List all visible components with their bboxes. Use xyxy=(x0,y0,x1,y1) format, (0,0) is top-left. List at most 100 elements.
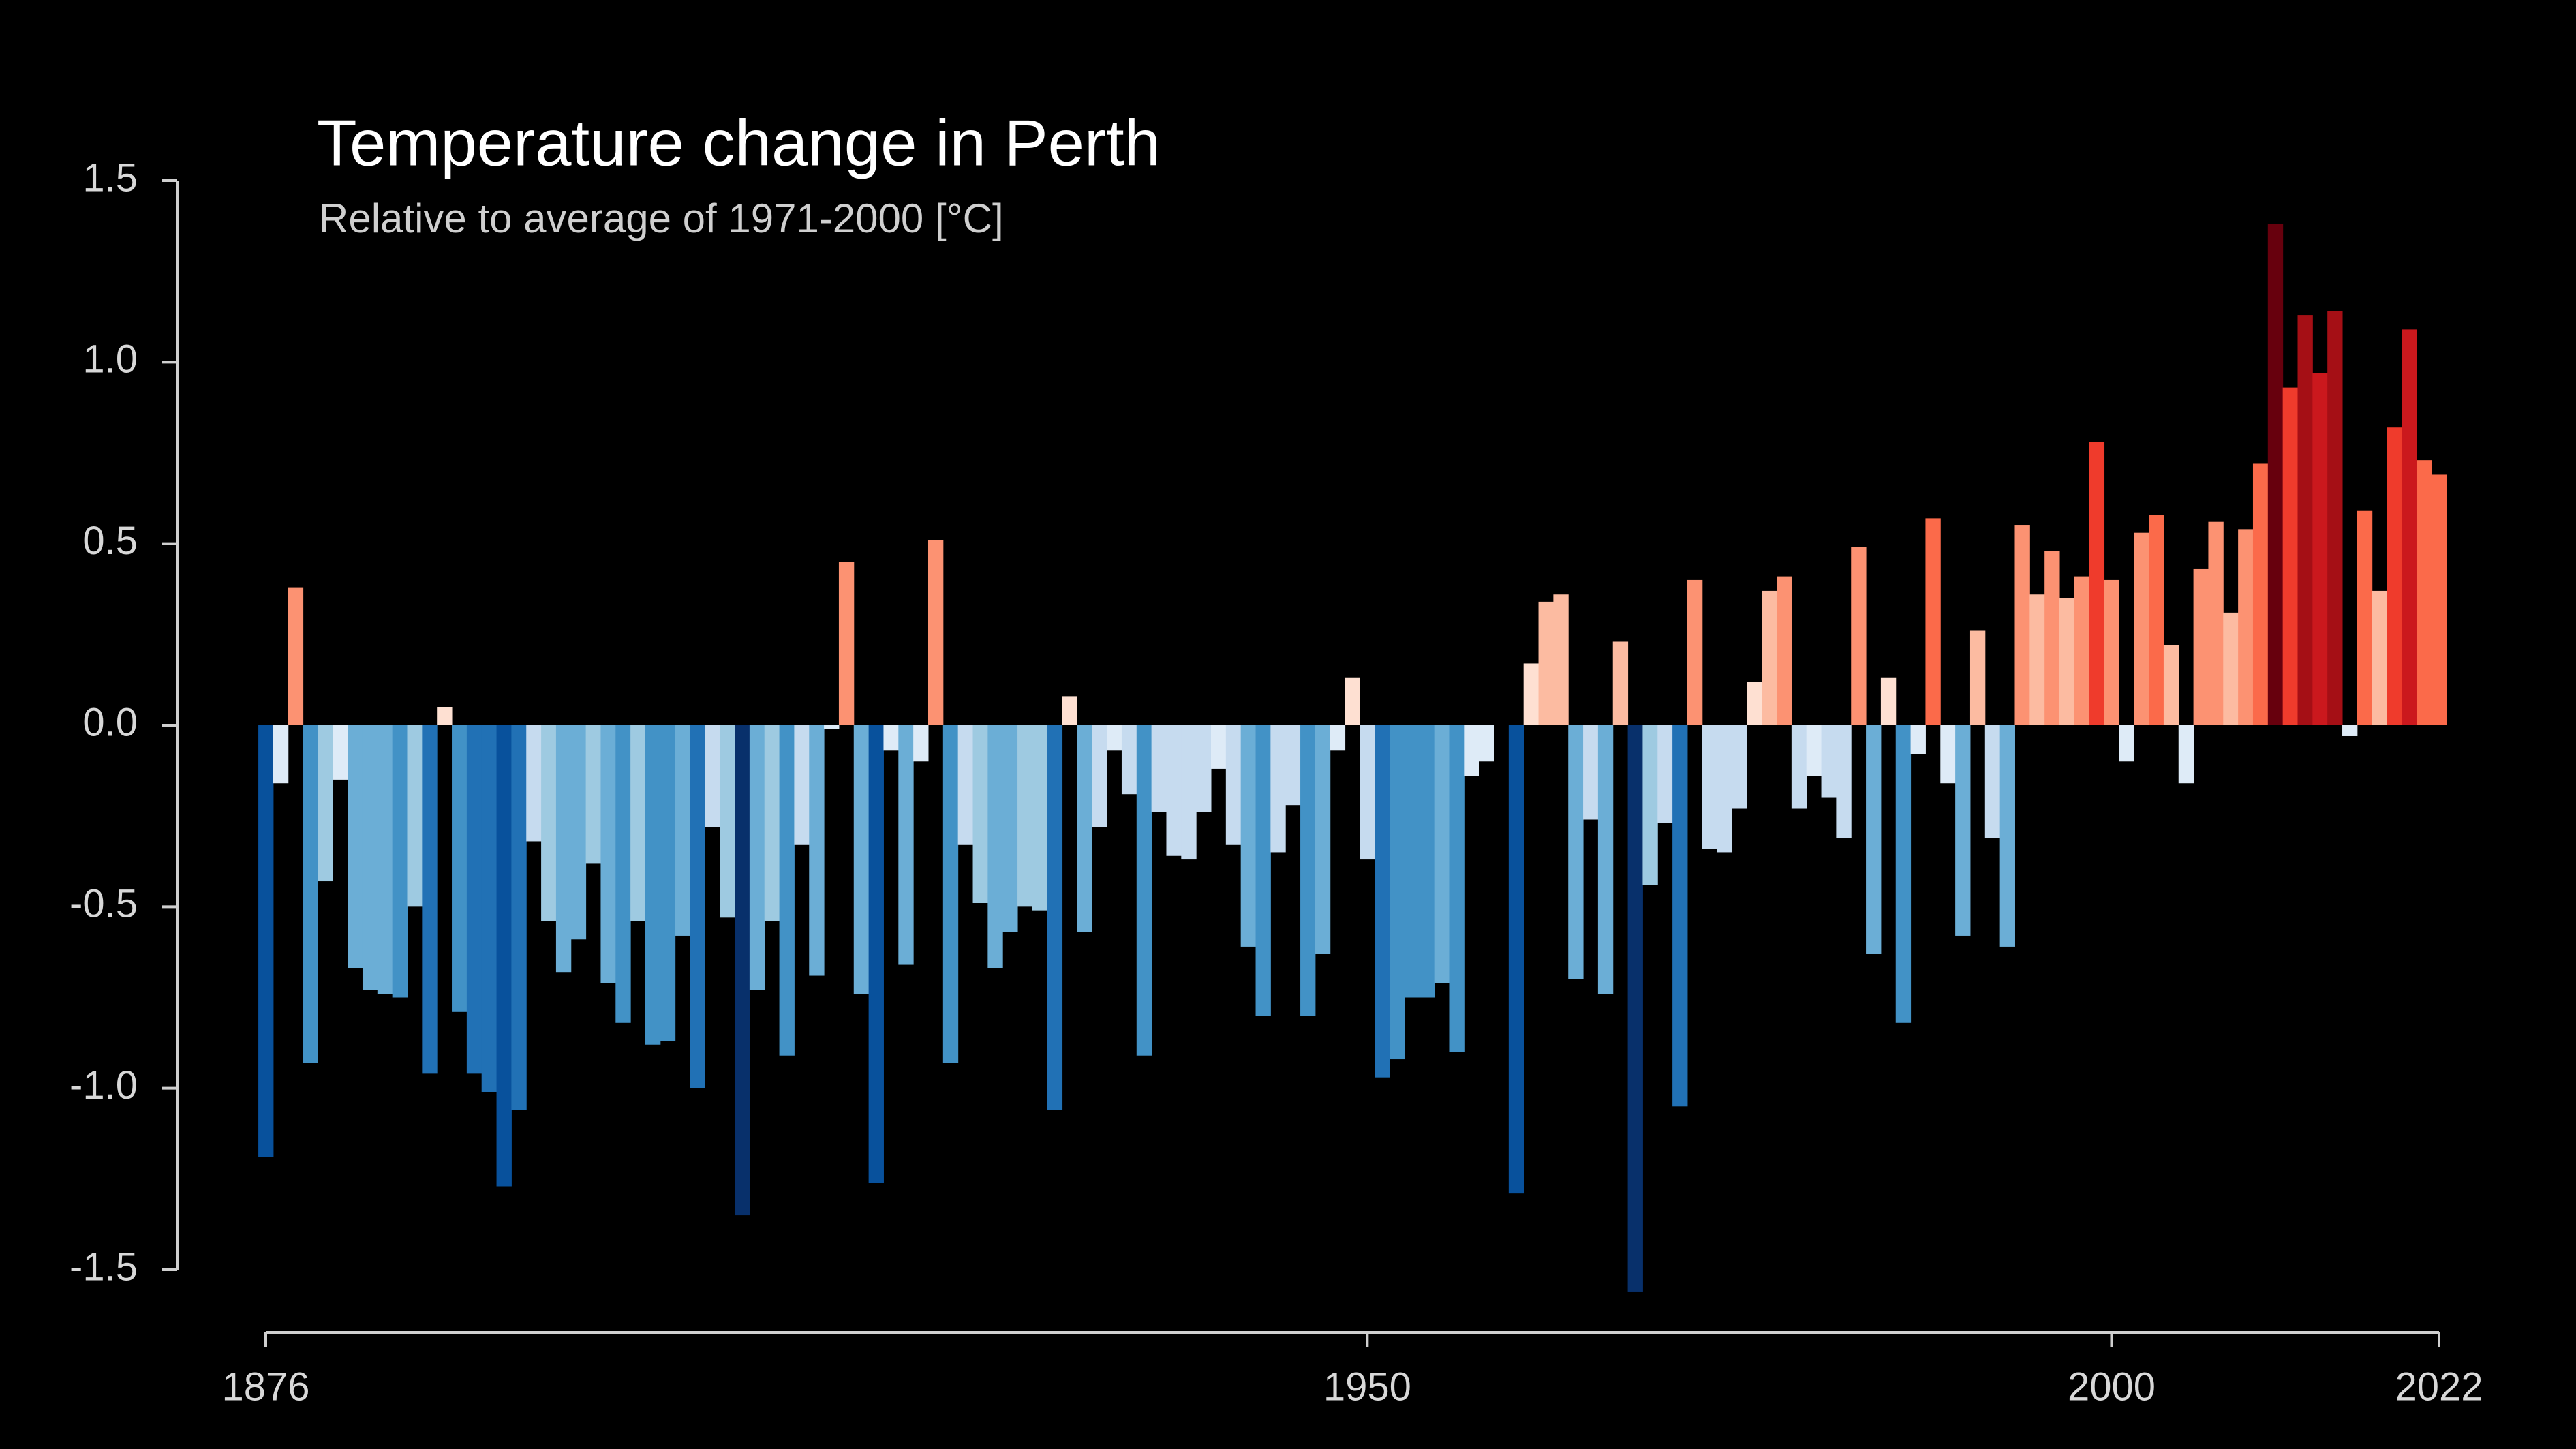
bar xyxy=(1777,576,1792,725)
bar xyxy=(407,725,423,907)
bar xyxy=(2074,576,2090,725)
bar xyxy=(1300,725,1316,1016)
bar xyxy=(630,725,646,921)
bar xyxy=(2223,612,2239,725)
bar xyxy=(972,725,988,904)
bar xyxy=(1851,547,1867,725)
bar xyxy=(526,725,542,842)
bar xyxy=(2193,568,2209,725)
bar xyxy=(1196,725,1212,812)
bar xyxy=(555,725,572,973)
bar xyxy=(1866,725,1882,954)
bar xyxy=(987,725,1003,968)
bar xyxy=(1821,725,1837,798)
chart-title: Temperature change in Perth xyxy=(317,106,1161,179)
bar xyxy=(1404,725,1420,998)
bar xyxy=(1984,725,2001,838)
bar xyxy=(1955,725,1971,936)
bar xyxy=(913,725,929,762)
bar xyxy=(466,725,482,1074)
bar xyxy=(957,725,974,845)
bar xyxy=(362,725,378,990)
bar xyxy=(2059,598,2075,725)
bar xyxy=(675,725,691,936)
bar xyxy=(794,725,810,845)
y-tick-label: -1.5 xyxy=(70,1245,138,1289)
bar xyxy=(318,725,333,882)
y-tick-label: 0.5 xyxy=(82,519,138,563)
bar xyxy=(1121,725,1137,795)
bar xyxy=(1583,725,1599,820)
bar xyxy=(1077,725,1092,932)
bar xyxy=(1717,725,1732,853)
bar xyxy=(348,725,363,968)
bar xyxy=(1315,725,1331,954)
bar xyxy=(1597,725,1614,994)
bar xyxy=(735,725,750,1216)
bar xyxy=(1136,725,1152,1056)
bar xyxy=(764,725,780,921)
bar xyxy=(1672,725,1688,1107)
bar xyxy=(1225,725,1242,845)
bar xyxy=(600,725,616,983)
bar xyxy=(853,725,870,994)
bar xyxy=(927,540,944,725)
chart-subtitle: Relative to average of 1971-2000 [°C] xyxy=(319,196,1004,241)
bar xyxy=(1240,725,1257,947)
bar xyxy=(303,725,318,1063)
bar xyxy=(1479,725,1494,762)
bar xyxy=(2387,427,2402,725)
bar xyxy=(481,725,497,1092)
bar xyxy=(511,725,527,1110)
bar xyxy=(1002,725,1018,932)
bar xyxy=(1791,725,1807,809)
bar xyxy=(392,725,408,998)
bar xyxy=(1434,725,1450,983)
bar xyxy=(1523,663,1539,725)
bar xyxy=(570,725,587,940)
bar xyxy=(1092,725,1107,827)
bar xyxy=(1062,696,1077,725)
bar xyxy=(1538,601,1554,725)
bar xyxy=(2432,474,2447,725)
bar xyxy=(1285,725,1301,806)
bar xyxy=(660,725,676,1041)
bar xyxy=(2208,521,2224,725)
bar xyxy=(1151,725,1167,812)
bar xyxy=(1732,725,1747,809)
bar xyxy=(2163,645,2179,725)
bar xyxy=(720,725,735,918)
bar xyxy=(2342,725,2358,736)
bar xyxy=(541,725,557,921)
bar xyxy=(1375,725,1390,1078)
x-tick-label: 2022 xyxy=(2395,1364,2483,1409)
bar xyxy=(585,725,601,864)
bar xyxy=(898,725,914,965)
bar xyxy=(1017,725,1033,907)
y-tick-label: 1.5 xyxy=(82,155,138,200)
bar xyxy=(1999,725,2015,947)
bar xyxy=(1464,725,1479,776)
bar xyxy=(1255,725,1271,1016)
bar xyxy=(1806,725,1822,776)
bar xyxy=(2029,594,2045,725)
x-tick-label: 1950 xyxy=(1323,1364,1411,1409)
bar xyxy=(1895,725,1912,1023)
bar xyxy=(690,725,705,1088)
y-tick-label: -0.5 xyxy=(70,882,138,926)
bar xyxy=(2149,515,2164,725)
bar xyxy=(1166,725,1182,856)
bar xyxy=(1553,594,1569,725)
bar xyxy=(1390,725,1405,1060)
bar xyxy=(1687,579,1703,725)
x-tick-label: 2000 xyxy=(2068,1364,2156,1409)
bar xyxy=(1345,677,1360,725)
bar xyxy=(333,725,348,780)
bar xyxy=(1508,725,1524,1194)
bar xyxy=(2357,510,2373,725)
bar xyxy=(1762,590,1777,725)
bar xyxy=(1047,725,1063,1110)
y-tick-label: 1.0 xyxy=(82,337,138,382)
bar xyxy=(496,725,512,1187)
